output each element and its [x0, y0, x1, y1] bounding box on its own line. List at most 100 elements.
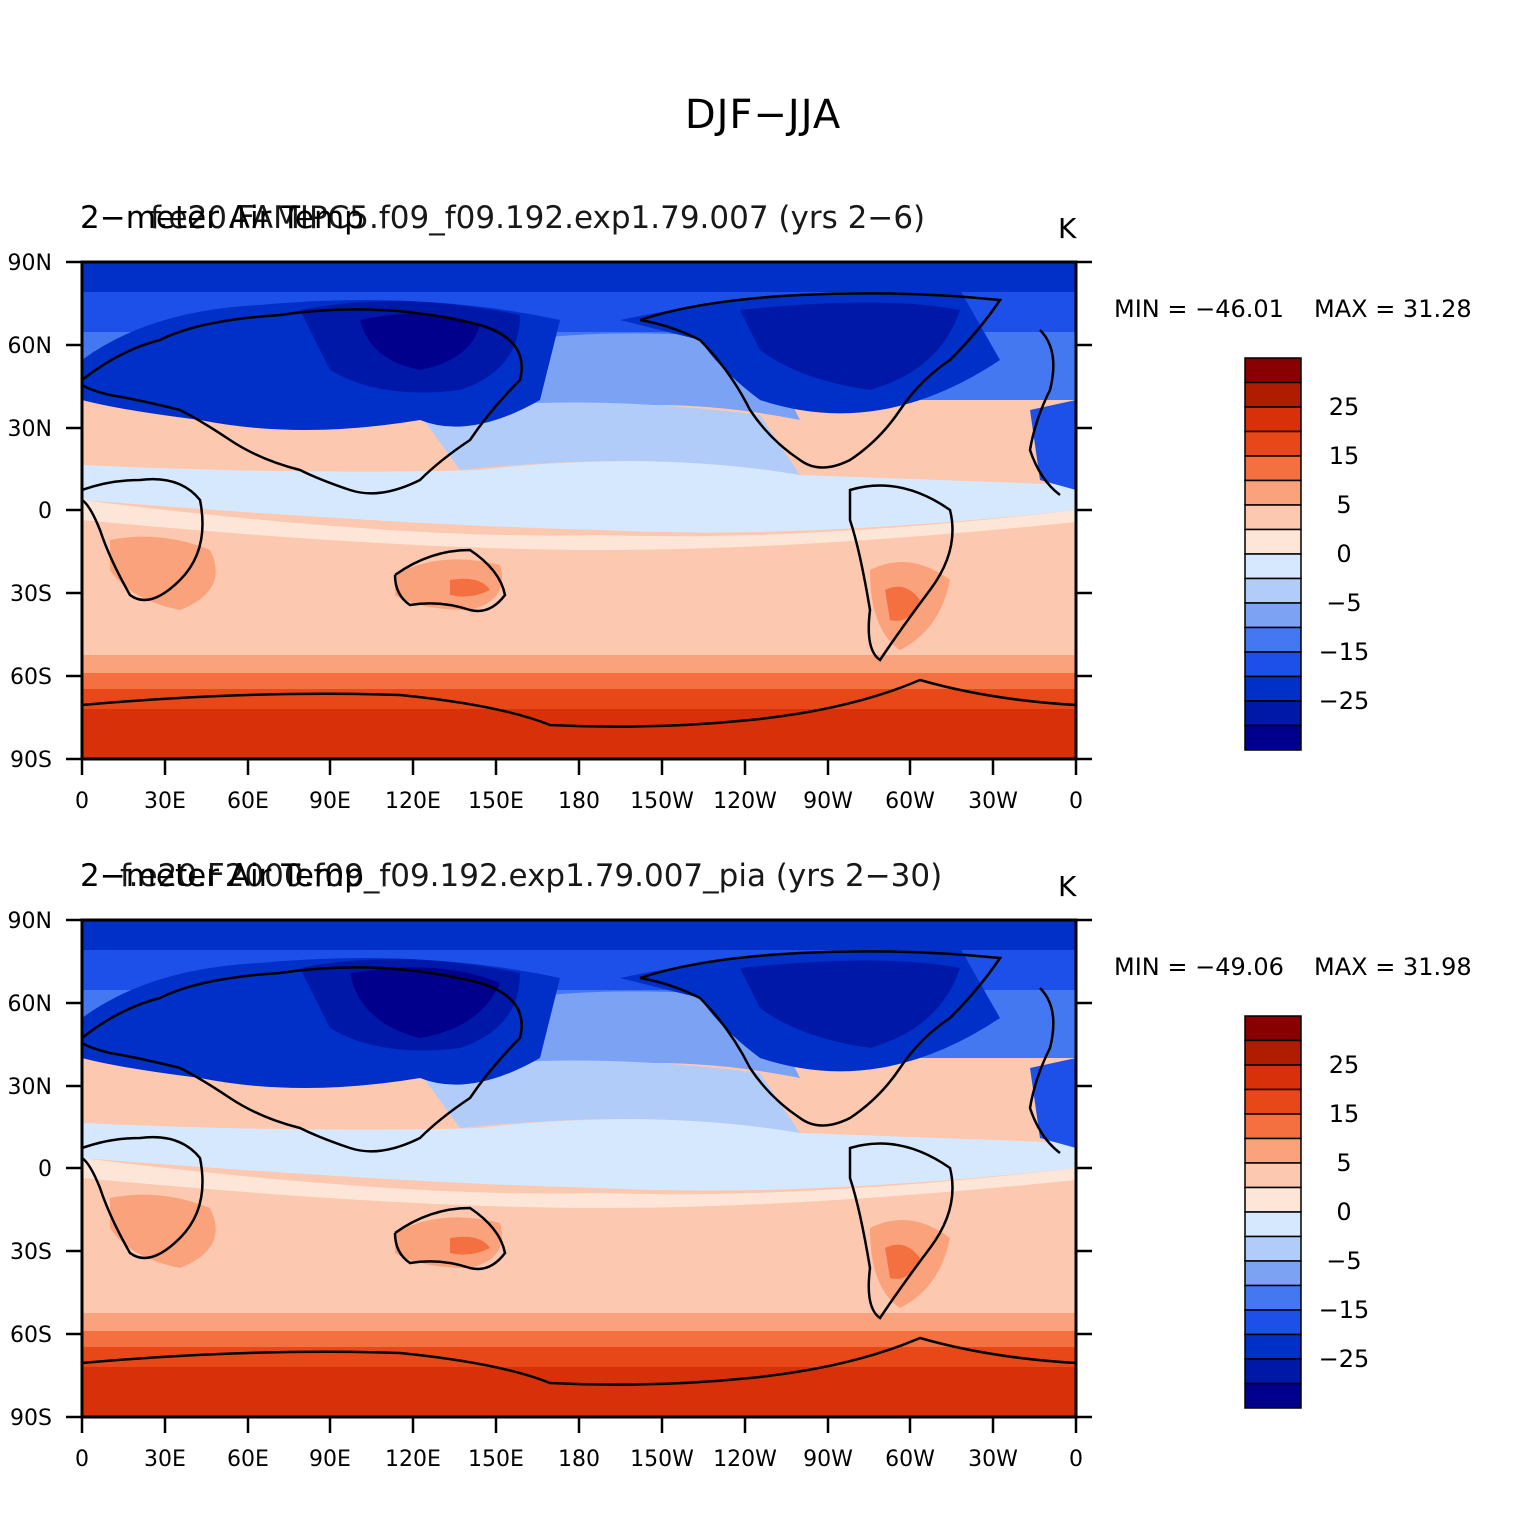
lon-label: 150W [630, 1447, 694, 1472]
colorbar-label: 25 [1329, 393, 1360, 421]
lat-label: 60S [10, 1323, 52, 1348]
colorbar-label: 0 [1336, 1198, 1351, 1226]
lon-label: 90W [803, 789, 853, 814]
colorbar-segment [1244, 479, 1302, 506]
colorbar-segment [1244, 1358, 1302, 1385]
colorbar-segment [1244, 528, 1302, 555]
panel-bottom-title-left: 2−meter Air Temp [80, 858, 364, 894]
colorbar-segment [1244, 1211, 1302, 1238]
colorbar-label: −25 [1319, 687, 1370, 715]
band-arctic [82, 262, 1076, 292]
panel-top-max: MAX = 31.28 [1314, 295, 1472, 323]
colorbar-label: 0 [1336, 540, 1351, 568]
colorbar-segment [1244, 675, 1302, 702]
lat-label: 60N [8, 992, 52, 1017]
colorbar-label: −15 [1319, 1296, 1370, 1324]
lon-label: 60E [227, 1447, 269, 1472]
colorbar-segment [1244, 357, 1302, 384]
figure-title: DJF−JJA [684, 92, 842, 138]
lat-label: 90N [8, 251, 52, 276]
lat-label: 30S [10, 582, 52, 607]
lat-label: 30S [10, 1240, 52, 1265]
colorbar-segment [1244, 700, 1302, 727]
colorbar-segment [1244, 1015, 1302, 1042]
colorbar-segment [1244, 1382, 1302, 1409]
lon-label: 180 [558, 789, 600, 814]
colorbar-label: 5 [1336, 1149, 1351, 1177]
lon-label: 120E [385, 1447, 441, 1472]
colorbar-segment [1244, 651, 1302, 678]
colorbar-segment [1244, 1162, 1302, 1189]
colorbar-segment [1244, 430, 1302, 457]
colorbar-segment [1244, 602, 1302, 629]
colorbar-label: 25 [1329, 1051, 1360, 1079]
lat-label: 90N [8, 909, 52, 934]
panel-top-colorbar: 25 15 5 0 −5 −15 −25 [1244, 357, 1370, 751]
colorbar-segment [1244, 1137, 1302, 1164]
lon-label: 60W [885, 1447, 935, 1472]
colorbar-segment [1244, 1088, 1302, 1115]
lon-label: 60W [885, 789, 935, 814]
lon-label: 30E [144, 1447, 186, 1472]
colorbar-segment [1244, 1284, 1302, 1311]
lon-label: 0 [75, 1447, 89, 1472]
lat-label: 90S [10, 1406, 52, 1431]
colorbar-label: −25 [1319, 1345, 1370, 1373]
lat-label: 30N [8, 1075, 52, 1100]
colorbar-label: 15 [1329, 1100, 1360, 1128]
lon-label: 60E [227, 789, 269, 814]
colorbar-label: −15 [1319, 638, 1370, 666]
lon-label: 30W [968, 1447, 1018, 1472]
lon-label: 120W [713, 1447, 777, 1472]
band-antarctic [82, 709, 1076, 759]
lat-label: 60S [10, 665, 52, 690]
colorbar-segment [1244, 577, 1302, 604]
colorbar-segment [1244, 1064, 1302, 1091]
lon-label: 120E [385, 789, 441, 814]
panel-top-title-left: 2−meter Air Temp [80, 200, 364, 236]
lon-label: 0 [1069, 1447, 1083, 1472]
panel-bottom-colorbar: 25 15 5 0 −5 −15 −25 [1244, 1015, 1370, 1409]
colorbar-label: −5 [1326, 589, 1361, 617]
lon-label: 180 [558, 1447, 600, 1472]
lon-label: 120W [713, 789, 777, 814]
colorbar-segment [1244, 1333, 1302, 1360]
colorbar-segment [1244, 553, 1302, 580]
colorbar-segment [1244, 1113, 1302, 1140]
colorbar-segment [1244, 1235, 1302, 1262]
colorbar-segment [1244, 381, 1302, 408]
lat-label: 0 [38, 499, 52, 524]
lon-label: 90E [309, 789, 351, 814]
colorbar-segment [1244, 1309, 1302, 1336]
panel-top-map: 90N 60N 30N 0 30S 60S 90S 0 30E 60E 90E … [8, 251, 1092, 814]
colorbar-segment [1244, 626, 1302, 653]
colorbar-label: 15 [1329, 442, 1360, 470]
colorbar-label: 5 [1336, 491, 1351, 519]
panel-top-min: MIN = −46.01 [1114, 295, 1284, 323]
colorbar-segment [1244, 1186, 1302, 1213]
lat-label: 30N [8, 417, 52, 442]
lon-label: 0 [75, 789, 89, 814]
colorbar-label: −5 [1326, 1247, 1361, 1275]
colorbar-segment [1244, 455, 1302, 482]
lat-label: 90S [10, 748, 52, 773]
lon-label: 150E [468, 789, 524, 814]
panel-bottom-map: 90N 60N 30N 0 30S 60S 90S 0 30E 60E 90E … [8, 909, 1092, 1472]
lon-label: 90W [803, 1447, 853, 1472]
panel-bottom-max: MAX = 31.98 [1314, 953, 1472, 981]
lon-label: 150E [468, 1447, 524, 1472]
colorbar-segment [1244, 1039, 1302, 1066]
colorbar-segment [1244, 406, 1302, 433]
panel-top-title-case: f.e20.FAMIPC5.f09_f09.192.exp1.79.007 (y… [150, 200, 926, 236]
colorbar-segment [1244, 1260, 1302, 1287]
lon-label: 150W [630, 789, 694, 814]
lat-label: 60N [8, 334, 52, 359]
lon-label: 30E [144, 789, 186, 814]
panel-bottom-units: K [1058, 870, 1077, 903]
panel-bottom-title-case: f.e20.F2000.f09_f09.192.exp1.79.007_pia … [120, 858, 943, 894]
lat-label: 0 [38, 1157, 52, 1182]
panel-bottom-min: MIN = −49.06 [1114, 953, 1284, 981]
colorbar-segment [1244, 504, 1302, 531]
panel-top-units: K [1058, 212, 1077, 245]
lon-label: 30W [968, 789, 1018, 814]
